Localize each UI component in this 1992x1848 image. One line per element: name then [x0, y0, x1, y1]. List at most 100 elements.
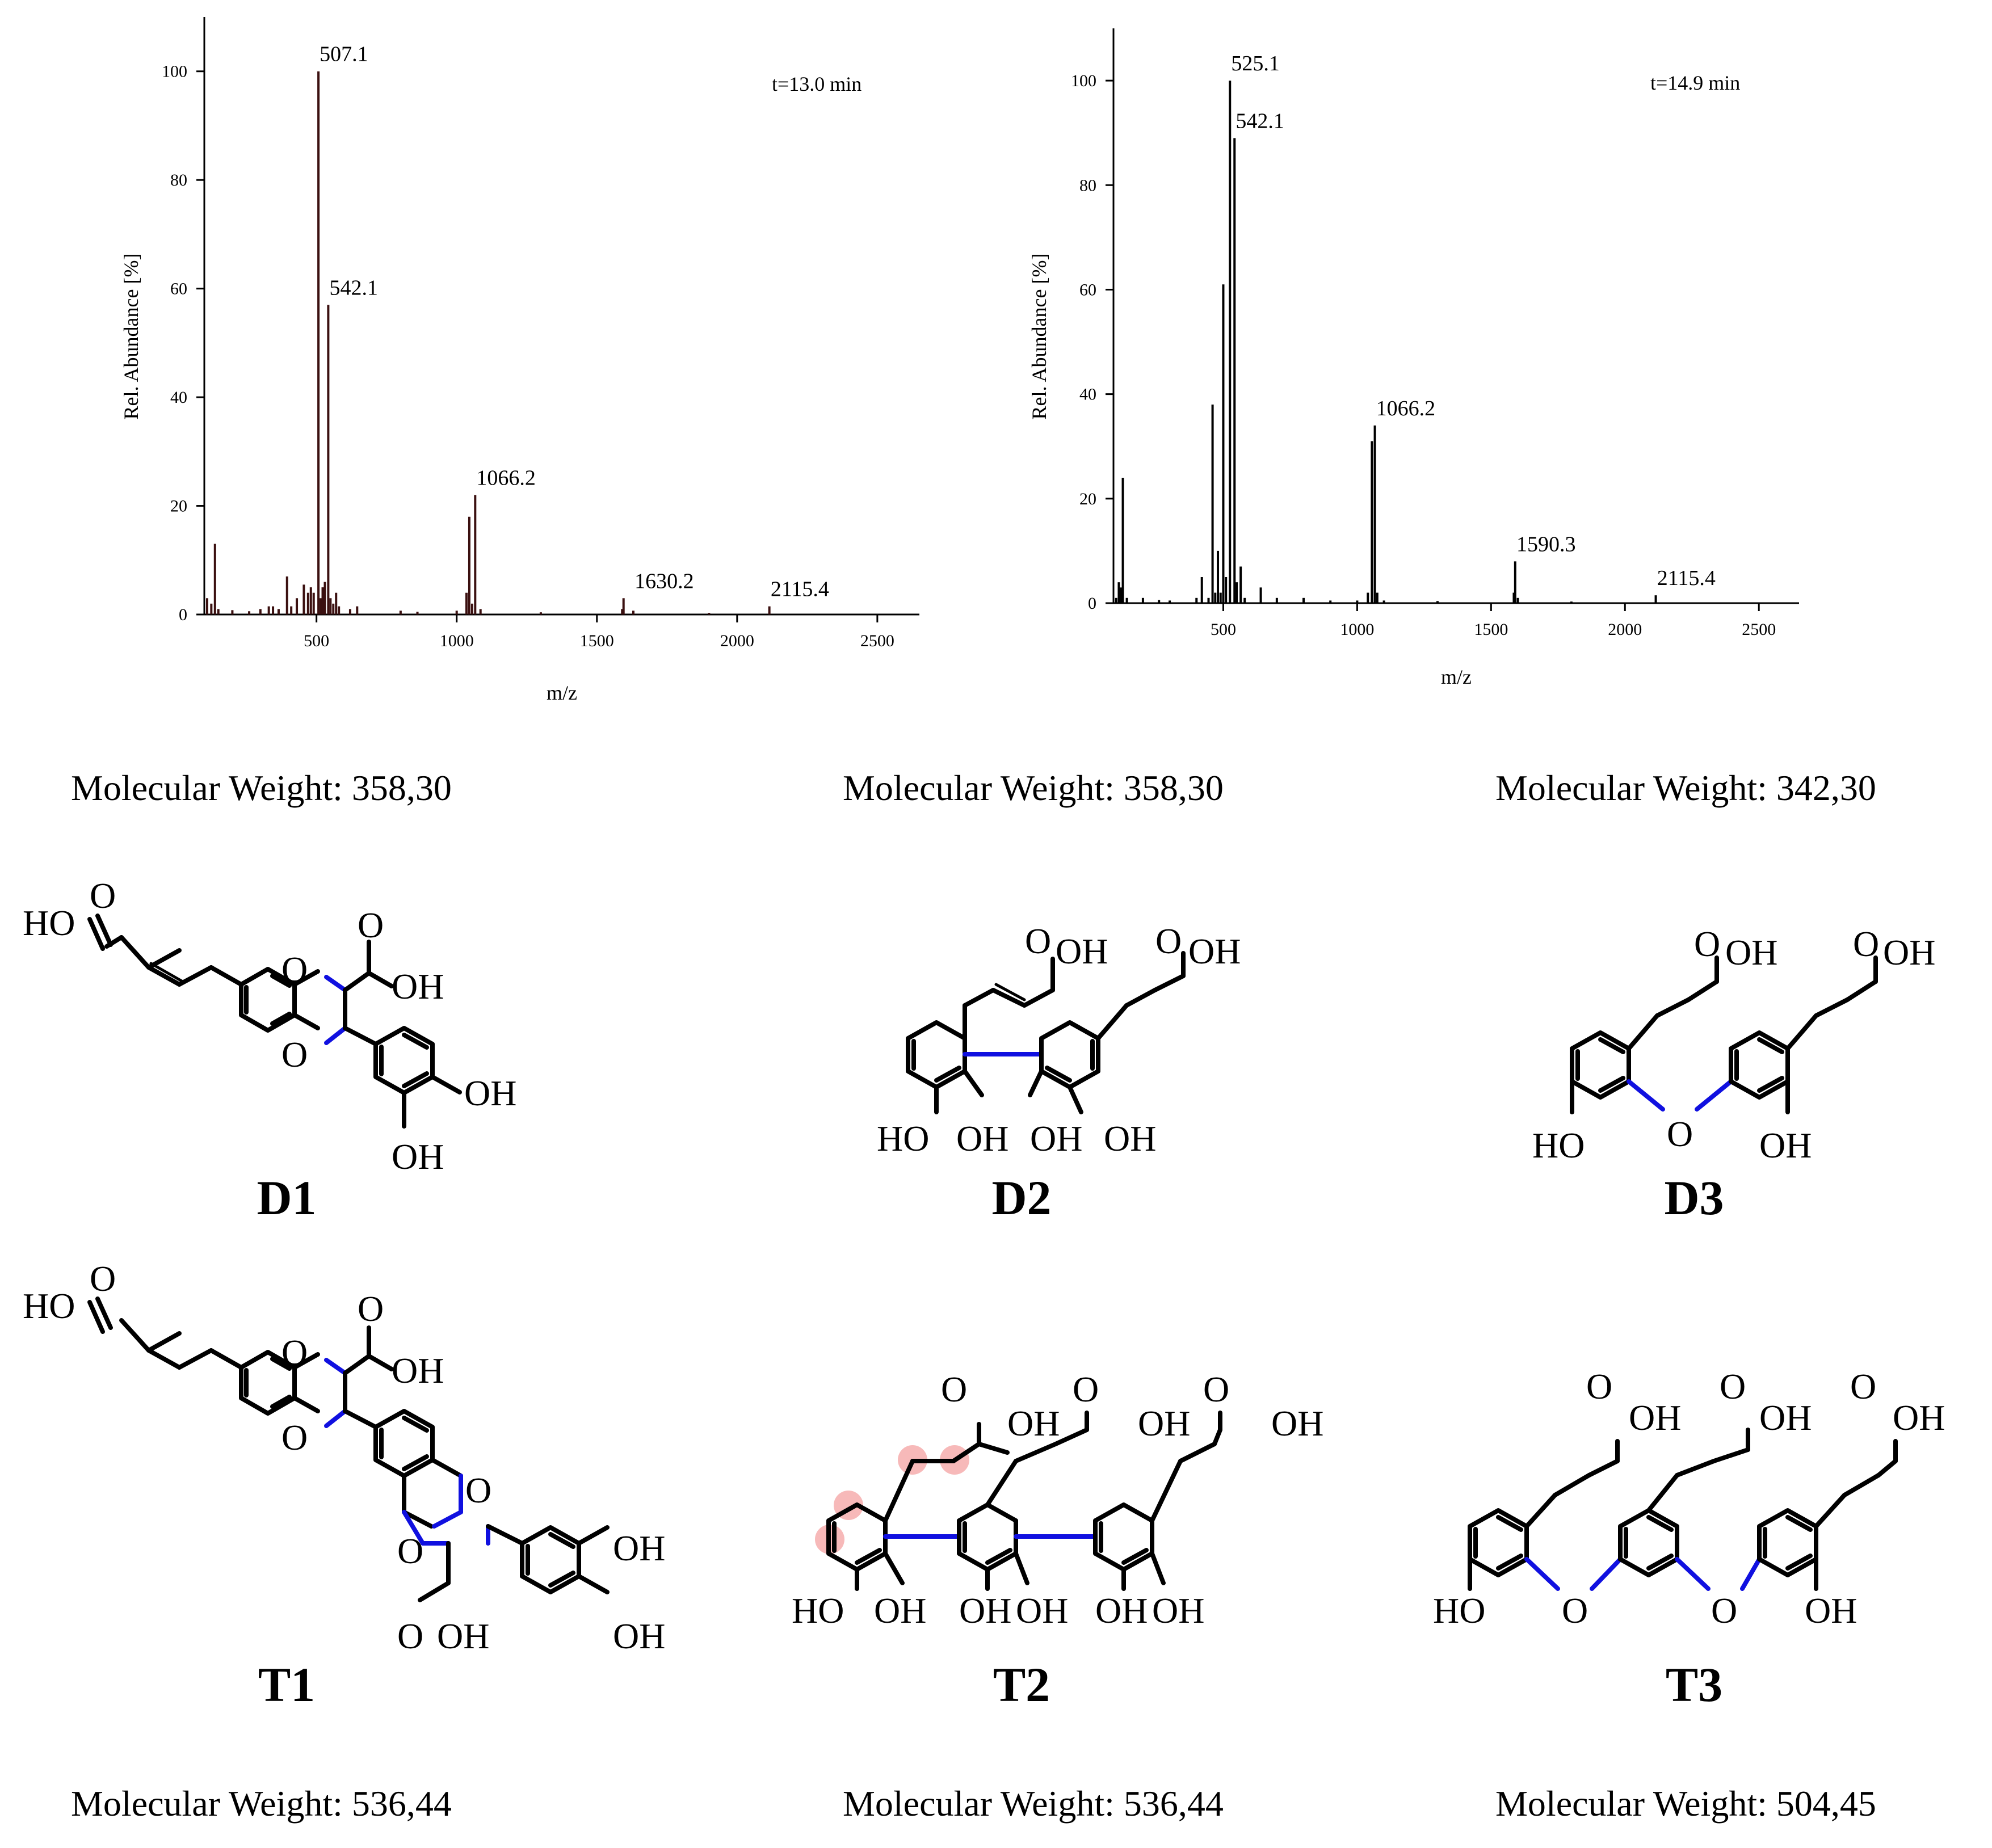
atom-label: O — [281, 1417, 308, 1458]
structure-d3 — [1570, 955, 1878, 1114]
peak-label: 507.1 — [320, 43, 368, 66]
atom-label: O — [90, 1258, 116, 1299]
atom-label: O — [397, 1531, 423, 1571]
x-tick-label: 2500 — [860, 632, 894, 650]
atom-label: O — [1667, 1114, 1693, 1154]
atom-label: O — [465, 1470, 491, 1510]
atom-label: O — [397, 1616, 423, 1656]
atom-label: OH — [1629, 1397, 1681, 1438]
atom-label: O — [1203, 1369, 1229, 1409]
atom-label: OH — [1271, 1403, 1323, 1443]
atom-label: O — [1025, 921, 1051, 961]
x-tick-label: 1000 — [1340, 620, 1374, 639]
y-tick-label: 0 — [1088, 594, 1096, 613]
atom-label: HO — [23, 1286, 75, 1326]
label-d1: D1 — [257, 1171, 316, 1225]
structure-d2-atoms: O OH O OH HO OH OH OH — [877, 921, 1241, 1159]
mw-d3: Molecular Weight: 342,30 — [1495, 768, 1876, 808]
x-tick-label: 1000 — [440, 632, 474, 650]
y-tick-label: 100 — [162, 62, 187, 81]
y-tick-label: 60 — [170, 280, 187, 298]
atom-label: O — [941, 1369, 967, 1409]
atom-label: OH — [613, 1528, 665, 1568]
atom-label: O — [358, 905, 384, 945]
structure-d1 — [87, 914, 462, 1129]
peak-label: 2115.4 — [771, 578, 829, 601]
atom-label: OH — [392, 966, 444, 1007]
peak-label: 542.1 — [1235, 109, 1284, 133]
atom-label: OH — [959, 1590, 1011, 1631]
atom-label: O — [281, 1034, 308, 1075]
structure-d2 — [906, 951, 1186, 1114]
label-d3: D3 — [1664, 1171, 1724, 1225]
time-annotation: t=13.0 min — [772, 73, 861, 95]
atom-label: O — [1562, 1590, 1588, 1631]
atom-label: OH — [437, 1616, 489, 1656]
y-tick-label: 40 — [1079, 385, 1096, 404]
y-axis-label: Rel. Abundance [%] — [120, 254, 142, 420]
mass-spectrum-left: 500 1000 1500 2000 2500 0 20 40 60 80 100 507.1 54… — [120, 17, 919, 704]
atom-label: OH — [1152, 1590, 1204, 1631]
y-tick-label: 60 — [1079, 280, 1096, 299]
atom-label: OH — [874, 1590, 926, 1631]
x-tick-label: 500 — [304, 632, 329, 650]
atom-label: O — [281, 949, 308, 990]
atom-label: HO — [1532, 1125, 1585, 1165]
atom-label: O — [1694, 924, 1720, 964]
structure-t1-atoms: O HO O O O OH O O O OH OH OH — [23, 1258, 665, 1656]
y-tick-label: 100 — [1071, 71, 1096, 90]
atom-label: OH — [1104, 1118, 1156, 1159]
atom-label: HO — [1433, 1590, 1485, 1631]
atom-label: OH — [1893, 1397, 1945, 1438]
structure-t3-atoms: O OH O OH O OH O O HO OH — [1433, 1366, 1945, 1631]
atom-label: OH — [1883, 932, 1935, 973]
label-d2: D2 — [991, 1171, 1051, 1225]
atom-label: O — [90, 875, 116, 916]
mw-t2: Molecular Weight: 536,44 — [843, 1783, 1224, 1824]
atom-label: OH — [1095, 1590, 1148, 1631]
structure-d1-atoms: O HO O O O OH OH OH — [23, 875, 516, 1177]
mw-t3: Molecular Weight: 504,45 — [1495, 1783, 1876, 1824]
atom-label: O — [1711, 1590, 1737, 1631]
y-axis-label: Rel. Abundance [%] — [1028, 254, 1050, 420]
atom-label: O — [1853, 924, 1879, 964]
structure-t2-bonds — [826, 1411, 1222, 1591]
x-tick-label: 500 — [1211, 620, 1236, 639]
atom-label: OH — [613, 1616, 665, 1656]
atom-label: O — [281, 1332, 308, 1373]
atom-label: OH — [1030, 1118, 1082, 1159]
atom-label: OH — [464, 1073, 516, 1113]
peak-label: 525.1 — [1231, 52, 1280, 75]
y-tick-label: 20 — [1079, 490, 1096, 508]
x-tick-label: 2000 — [720, 632, 754, 650]
atom-label: O — [1586, 1366, 1612, 1407]
atom-label: O — [1720, 1366, 1746, 1407]
structure-t3 — [1468, 1428, 1898, 1591]
y-tick-label: 20 — [170, 497, 187, 516]
atom-label: OH — [1056, 931, 1108, 971]
x-tick-label: 1500 — [1474, 620, 1508, 639]
mw-d1: Molecular Weight: 358,30 — [71, 768, 452, 808]
peak-label: 1590.3 — [1516, 532, 1576, 556]
atom-label: O — [1155, 921, 1182, 961]
atom-label: HO — [877, 1118, 929, 1159]
peak-label: 1066.2 — [1376, 397, 1436, 420]
atom-label: OH — [1007, 1403, 1060, 1443]
time-annotation: t=14.9 min — [1650, 71, 1740, 94]
y-tick-label: 80 — [170, 171, 187, 190]
peak-label: 2115.4 — [1657, 566, 1716, 590]
label-t2: T2 — [993, 1657, 1050, 1712]
structure-t1 — [87, 1296, 610, 1602]
atom-label: HO — [23, 903, 75, 943]
label-t3: T3 — [1666, 1657, 1722, 1712]
atom-label: O — [1850, 1366, 1876, 1407]
x-tick-label: 2000 — [1608, 620, 1642, 639]
atom-label: OH — [1759, 1397, 1812, 1438]
atom-label: OH — [1016, 1590, 1068, 1631]
structure-d3-atoms: O OH O OH O HO OH — [1532, 924, 1935, 1165]
peak-label: 1630.2 — [634, 569, 694, 593]
atom-label: O — [358, 1289, 384, 1329]
mass-spectrum-right: 500 1000 1500 2000 2500 0 20 40 60 80 100 525.1 54… — [1028, 28, 1799, 688]
y-tick-label: 80 — [1079, 176, 1096, 195]
structure-t2-atoms: O OH O OH O OH HO OH OH OH OH OH — [792, 1369, 1323, 1631]
